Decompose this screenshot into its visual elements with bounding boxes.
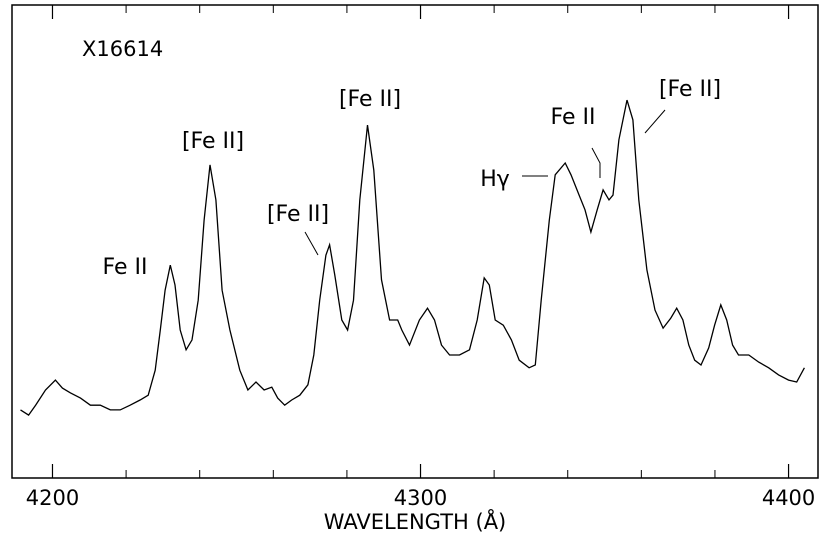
line-annotation: [Fe II]: [659, 77, 721, 102]
spectrum-line: [20, 99, 805, 416]
line-annotation: Hγ: [480, 167, 510, 192]
x-tick-label: 4300: [394, 486, 447, 510]
x-tick-label: 4400: [762, 486, 815, 510]
leader-line: [644, 109, 666, 134]
line-annotation: [Fe II]: [182, 129, 244, 154]
line-annotation: [Fe II]: [267, 202, 329, 227]
leader-line: [591, 147, 601, 178]
plot-frame: [11, 4, 819, 479]
x-axis-label: WAVELENGTH (Å): [324, 508, 507, 534]
x-tick-label: 4200: [26, 486, 79, 510]
leader-line: [304, 231, 319, 256]
line-annotation: [Fe II]: [339, 87, 401, 112]
spectrum-label: X16614: [82, 37, 163, 61]
line-annotation: Fe II: [551, 105, 596, 130]
line-annotation: Fe II: [103, 255, 148, 280]
